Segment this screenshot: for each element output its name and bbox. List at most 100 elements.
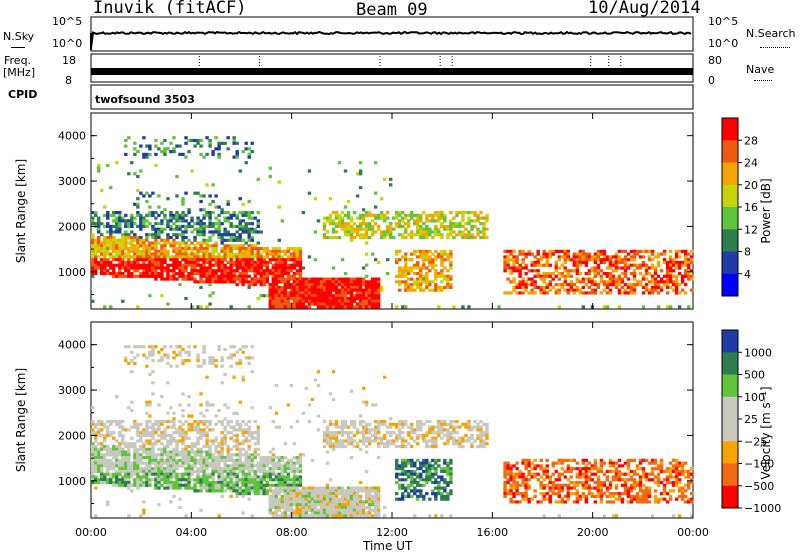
- heat-cell: [142, 475, 146, 479]
- heat-cell: [392, 442, 396, 446]
- heat-cell: [527, 249, 531, 253]
- heat-cell: [199, 480, 203, 485]
- heat-cell: [211, 252, 215, 256]
- heat-cell: [115, 224, 119, 229]
- heat-cell: [422, 277, 426, 281]
- heat-cell: [148, 247, 152, 251]
- heat-cell: [325, 461, 330, 465]
- heat-cell: [250, 453, 254, 457]
- heat-cell: [325, 428, 330, 432]
- heat-cell: [211, 475, 215, 479]
- heat-cell: [178, 241, 182, 245]
- heat-cell: [253, 247, 257, 251]
- heat-cell: [382, 216, 387, 220]
- heat-cell: [271, 511, 276, 515]
- heat-cell: [187, 260, 191, 265]
- heat-cell: [130, 213, 134, 217]
- heat-cell: [241, 492, 245, 496]
- heat-cell: [139, 439, 143, 443]
- heat-cell: [328, 305, 333, 309]
- heat-cell: [211, 258, 215, 262]
- heat-cell: [181, 152, 185, 156]
- heat-cell: [364, 252, 369, 256]
- heat-cell: [283, 288, 288, 292]
- heat-cell: [656, 255, 661, 259]
- heat-cell: [632, 249, 637, 253]
- heat-cell: [358, 285, 363, 289]
- heat-cell: [112, 213, 116, 217]
- heat-cell: [196, 353, 200, 357]
- heat-cell: [160, 263, 164, 267]
- heat-cell: [289, 285, 294, 289]
- heat-cell: [518, 280, 522, 284]
- heat-cell: [602, 271, 607, 276]
- heat-cell: [361, 296, 366, 301]
- beam-title: Beam 09: [356, 0, 428, 20]
- heat-cell: [220, 260, 224, 265]
- heat-cell: [280, 305, 285, 309]
- heat-cell: [689, 255, 694, 259]
- heat-cell: [392, 439, 396, 443]
- heat-cell: [443, 285, 447, 289]
- heat-cell: [337, 302, 342, 306]
- heat-cell: [283, 280, 288, 284]
- heat-cell: [265, 472, 269, 476]
- heat-cell: [124, 458, 128, 462]
- heat-cell: [145, 364, 149, 368]
- heat-cell: [196, 356, 200, 360]
- heat-cell: [124, 472, 128, 476]
- heat-cell: [109, 247, 113, 251]
- heat-cell: [274, 461, 279, 465]
- heat-cell: [187, 395, 191, 399]
- heat-cell: [229, 436, 233, 440]
- heat-cell: [142, 269, 146, 273]
- heat-cell: [157, 478, 161, 482]
- heat-cell: [407, 486, 411, 490]
- heat-cell: [319, 503, 324, 507]
- heat-cell: [656, 263, 661, 267]
- heat-cell: [298, 480, 303, 485]
- heat-cell: [467, 211, 471, 215]
- heat-cell: [476, 219, 480, 223]
- heat-cell: [217, 280, 221, 284]
- heat-cell: [461, 216, 465, 220]
- heat-cell: [367, 235, 372, 240]
- heat-cell: [361, 433, 366, 438]
- heat-cell: [410, 431, 414, 435]
- heat-cell: [307, 291, 312, 295]
- heat-cell: [458, 222, 462, 226]
- heat-cell: [322, 283, 327, 287]
- heat-cell: [292, 511, 297, 515]
- heat-cell: [202, 483, 206, 487]
- heat-cell: [629, 271, 634, 276]
- heat-cell: [184, 241, 188, 245]
- heat-cell: [229, 216, 233, 220]
- heat-cell: [319, 500, 324, 504]
- heat-cell: [566, 288, 570, 292]
- heat-cell: [256, 492, 260, 496]
- heat-cell: [214, 194, 218, 198]
- heat-cell: [605, 255, 610, 259]
- heat-cell: [401, 269, 405, 273]
- heat-cell: [410, 478, 414, 482]
- heat-cell: [154, 461, 158, 465]
- heat-cell: [343, 489, 348, 493]
- heat-cell: [217, 155, 221, 159]
- heat-cell: [256, 461, 260, 465]
- heat-cell: [160, 475, 164, 479]
- heat-cell: [163, 227, 167, 231]
- heat-cell: [253, 230, 257, 234]
- heat-cell: [506, 263, 510, 267]
- heat-cell: [211, 453, 215, 457]
- heat-cell: [244, 271, 248, 276]
- heat-cell: [328, 489, 333, 493]
- heat-cell: [214, 258, 218, 262]
- heat-cell: [262, 258, 266, 262]
- heat-cell: [313, 497, 318, 501]
- heat-cell: [310, 508, 315, 512]
- heat-cell: [151, 224, 155, 229]
- heat-cell: [316, 428, 321, 432]
- heat-cell: [121, 461, 125, 465]
- heat-cell: [187, 469, 191, 474]
- heat-cell: [205, 260, 209, 265]
